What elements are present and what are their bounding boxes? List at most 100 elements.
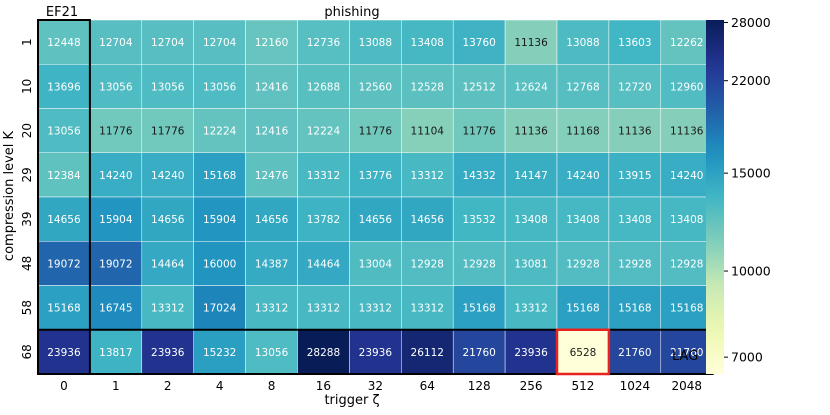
heatmap-cell: [37, 329, 91, 375]
cell-value-label: 13776: [359, 170, 393, 182]
cell-value-label: 13760: [462, 37, 495, 49]
lag-label: LAG: [672, 349, 698, 364]
cell-value-label: 12928: [411, 258, 444, 270]
x-tick-label: 32: [368, 379, 383, 393]
heatmap-cell: [504, 285, 558, 330]
y-tick-label: 39: [20, 211, 34, 226]
cell-value-label: 12736: [307, 37, 341, 49]
heatmap-cell: [349, 285, 402, 330]
heatmap-cell: [349, 196, 402, 242]
heatmap-cell: [89, 108, 143, 153]
x-tick-label: 64: [420, 379, 435, 393]
heatmap-cell: [504, 19, 558, 65]
x-tick-label: 16: [316, 379, 331, 393]
cell-value-label: 13408: [411, 37, 444, 49]
heatmap-cell: [193, 19, 246, 65]
cell-value-label: 12476: [255, 170, 289, 182]
cell-value-label: 12704: [203, 37, 237, 49]
heatmap-cell: [401, 329, 454, 375]
colorbar-tick-label: 10000: [731, 264, 771, 279]
cell-value-label: 6528: [570, 347, 597, 359]
heatmap-cells: 12448 12704 12704 12704 12160 12736 13088 13408…: [37, 19, 713, 375]
cell-value-label: 16745: [99, 303, 132, 315]
heatmap-cell: [89, 196, 143, 242]
heatmap-cell: [608, 19, 662, 65]
cell-value-label: 15168: [462, 303, 495, 315]
cell-value-label: 14387: [255, 258, 288, 270]
heatmap-cell: [297, 152, 350, 198]
cell-value-label: 11776: [359, 126, 393, 138]
cell-value-label: 12224: [203, 126, 237, 138]
cell-value-label: 13532: [462, 214, 495, 226]
heatmap-cell: [556, 285, 610, 330]
cell-value-label: 19072: [47, 258, 80, 270]
heatmap-cell: [297, 19, 350, 65]
cell-value-label: 16000: [203, 258, 236, 270]
cell-value-label: 13088: [359, 37, 392, 49]
cell-value-label: 12416: [255, 81, 289, 93]
heatmap-cell: [452, 64, 506, 109]
cell-value-label: 13312: [359, 303, 392, 315]
cell-value-label: 21760: [462, 347, 495, 359]
cell-value-label: 26112: [411, 347, 444, 359]
cell-value-label: 11776: [462, 126, 496, 138]
heatmap-cell: [660, 19, 713, 65]
cell-value-label: 13312: [307, 170, 340, 182]
cell-value-label: 12448: [47, 37, 80, 49]
cell-value-label: 15168: [566, 303, 599, 315]
ef21-label: EF21: [46, 5, 78, 20]
heatmap-cell: [349, 64, 402, 109]
cell-value-label: 11136: [514, 126, 548, 138]
cell-value-label: 12416: [255, 126, 289, 138]
annotation-boxes: [37, 19, 714, 376]
cell-value-label: 13408: [566, 214, 599, 226]
cell-value-label: 13056: [47, 126, 81, 138]
x-tick-labels: 0 1 2 4 8 16 32 64 128 256 512 1024 2048: [60, 379, 702, 393]
heatmap-cell: [401, 152, 454, 198]
heatmap-cell: [608, 108, 662, 153]
x-tick-label: 2: [164, 379, 172, 393]
colorbar-tick-label: 15000: [731, 166, 771, 181]
cell-value-label: 15904: [99, 214, 133, 226]
cell-value-label: 15904: [203, 214, 237, 226]
heatmap-cell: [608, 64, 662, 109]
cell-value-label: 19072: [99, 258, 132, 270]
x-tick-label: 128: [468, 379, 491, 393]
heatmap-cell: [245, 196, 298, 242]
cell-value-label: 12704: [151, 37, 185, 49]
heatmap-cell: [452, 285, 506, 330]
heatmap-cell: [349, 152, 402, 198]
cell-value-label: 13056: [203, 81, 237, 93]
cell-value-label: 14656: [151, 214, 185, 226]
cell-value-label: 23936: [359, 347, 393, 359]
cell-value-label: 12768: [566, 81, 599, 93]
cell-value-label: 14656: [255, 214, 289, 226]
heatmap-cell: [401, 241, 454, 286]
heatmap-cell: [297, 64, 350, 109]
y-tick-label: 10: [20, 79, 34, 94]
heatmap-cell: [37, 64, 91, 109]
cell-value-label: 12720: [618, 81, 651, 93]
cell-value-label: 13056: [99, 81, 133, 93]
heatmap-cell: [297, 329, 350, 375]
cell-value-label: 21760: [670, 347, 703, 359]
heatmap-cell: [89, 19, 143, 65]
heatmap-cell: [37, 108, 91, 153]
heatmap-cell: [141, 285, 194, 330]
heatmap-cell: [452, 241, 506, 286]
heatmap-cell: [608, 329, 662, 375]
cell-value-label: 12160: [255, 37, 288, 49]
cell-value-label: 12960: [670, 81, 703, 93]
x-axis-label: trigger ζ: [324, 393, 379, 408]
cell-value-label: 14240: [99, 170, 132, 182]
cell-value-label: 13088: [566, 37, 599, 49]
heatmap-cell: [245, 64, 298, 109]
y-tick-label: 68: [20, 344, 34, 359]
heatmap-cell: [193, 196, 246, 242]
heatmap-cell: [245, 285, 298, 330]
colorbar-tick-label: 22000: [731, 73, 771, 88]
y-tick-label: 1: [20, 38, 34, 46]
cell-value-label: 13312: [255, 303, 288, 315]
heatmap-cell: [349, 329, 402, 375]
y-tick-label: 58: [20, 300, 34, 315]
